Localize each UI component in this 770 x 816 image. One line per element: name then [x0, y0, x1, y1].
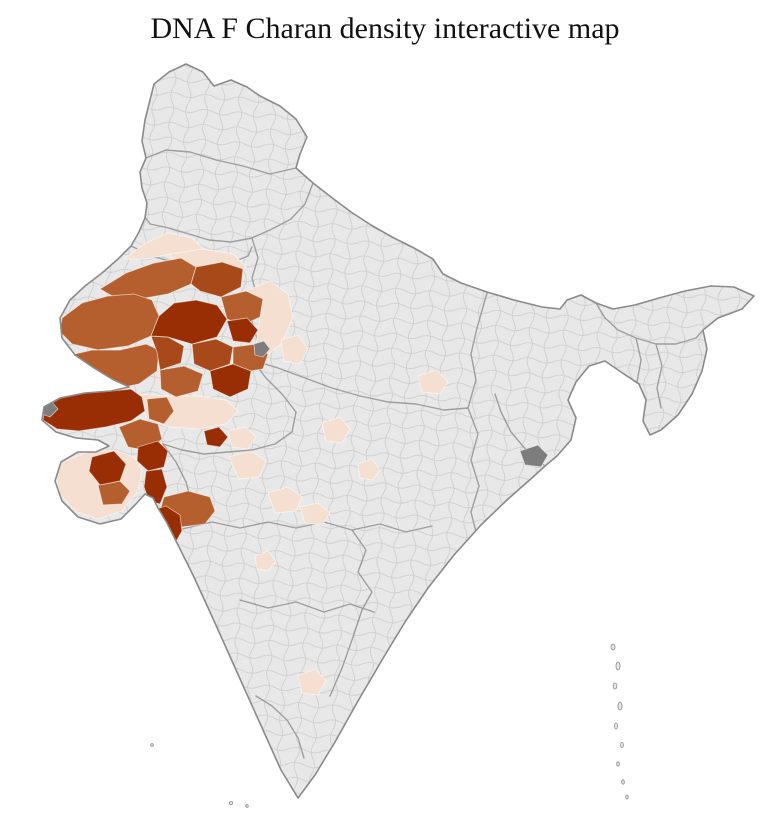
district-density-high[interactable] — [143, 468, 168, 505]
island[interactable] — [614, 722, 619, 730]
district-density-low[interactable] — [357, 458, 381, 481]
state-border-line — [655, 343, 663, 409]
island[interactable] — [617, 701, 623, 711]
district-density-high[interactable] — [226, 317, 259, 344]
district-density-low[interactable] — [228, 450, 267, 480]
district-density-low[interactable] — [417, 369, 449, 395]
district-density-mid[interactable] — [159, 365, 204, 398]
state-border-line — [162, 359, 297, 455]
district-choropleth — [42, 232, 549, 696]
lakshadweep-islands — [150, 743, 249, 808]
district-no-data[interactable] — [253, 340, 271, 358]
state-border-line — [239, 599, 375, 613]
island[interactable] — [228, 801, 233, 806]
district-no-data[interactable] — [519, 444, 549, 468]
district-density-low[interactable] — [297, 668, 327, 696]
district-density-low[interactable] — [227, 426, 257, 450]
state-border-line — [251, 359, 469, 411]
island[interactable] — [612, 682, 618, 690]
district-density-low[interactable] — [280, 334, 309, 365]
district-density-low[interactable] — [321, 416, 351, 444]
state-border-line — [144, 182, 314, 243]
island[interactable] — [620, 742, 624, 748]
state-border-line — [351, 529, 373, 611]
state-border-line — [635, 337, 642, 383]
island[interactable] — [610, 643, 616, 651]
district-density-high[interactable] — [143, 505, 183, 562]
state-border-line — [595, 302, 704, 345]
state-border-line — [255, 695, 305, 759]
district-density-high[interactable] — [150, 299, 228, 345]
district-density-low[interactable] — [299, 502, 331, 526]
andaman-nicobar-islands — [610, 643, 629, 800]
district-density-high[interactable] — [88, 450, 127, 486]
state-border-line — [467, 292, 488, 409]
district-density-high[interactable] — [136, 440, 169, 472]
island[interactable] — [615, 661, 621, 671]
island[interactable] — [616, 761, 620, 767]
island[interactable] — [625, 794, 629, 800]
district-density-high[interactable] — [209, 363, 252, 398]
district-density-mid-dark[interactable] — [191, 338, 234, 372]
district-density-low[interactable] — [254, 550, 277, 572]
island[interactable] — [245, 804, 249, 808]
district-density-high[interactable] — [203, 426, 229, 448]
island[interactable] — [150, 743, 154, 747]
district-density-mid-dark[interactable] — [190, 261, 244, 298]
page-title: DNA F Charan density interactive map — [150, 12, 620, 45]
district-density-mid[interactable] — [146, 396, 175, 425]
island[interactable] — [621, 779, 625, 785]
district-density-low[interactable] — [267, 486, 303, 514]
state-border-line — [329, 609, 363, 697]
state-border-line — [177, 521, 433, 533]
state-border-line — [145, 149, 297, 175]
